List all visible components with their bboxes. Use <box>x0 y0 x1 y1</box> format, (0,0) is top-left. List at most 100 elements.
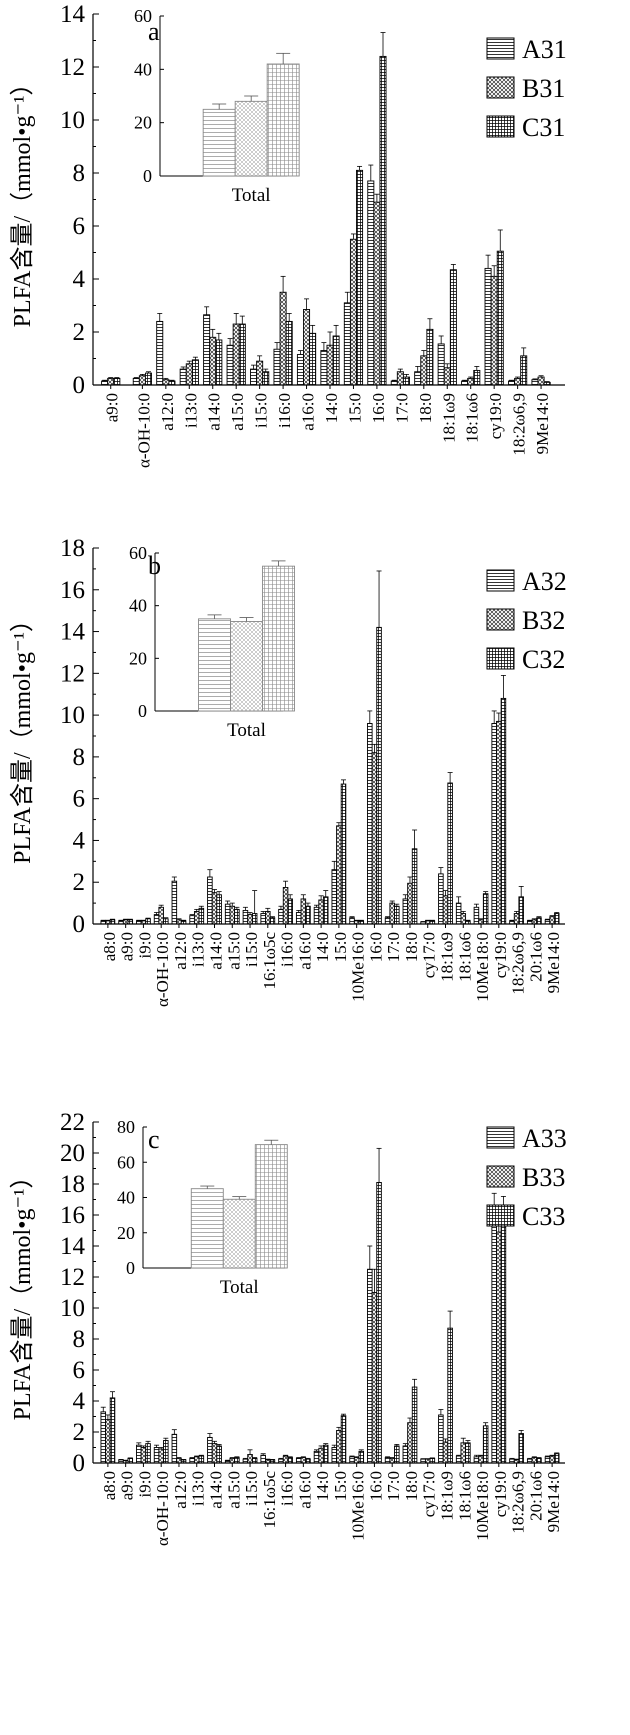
bar <box>449 269 457 386</box>
bar <box>279 291 287 386</box>
x-tick-label: 18:2ω6,9 <box>509 932 528 995</box>
bar <box>447 1327 453 1464</box>
x-tick-label: a12:0 <box>171 932 190 970</box>
bar <box>518 896 524 925</box>
bar <box>273 348 281 386</box>
bar <box>376 626 382 925</box>
x-tick-label: i15:0 <box>242 1471 261 1506</box>
bar <box>531 1457 538 1464</box>
legend-swatch <box>486 115 515 138</box>
bar <box>332 335 340 386</box>
bar <box>163 1440 169 1464</box>
inset-bar <box>254 1144 288 1269</box>
bar <box>402 898 409 925</box>
y-tick-label: 16 <box>60 577 85 604</box>
x-tick-label: 14:0 <box>322 393 341 423</box>
inset-bar <box>230 621 263 712</box>
bar <box>256 360 264 386</box>
inset-y-tick-label: 60 <box>129 543 147 563</box>
legend-label: B32 <box>522 606 565 635</box>
bar <box>285 320 293 386</box>
bar <box>465 1442 471 1464</box>
y-axis-label: PLFA含量/（mmol•g⁻¹） <box>9 72 36 328</box>
x-tick-label: a9:0 <box>103 393 122 422</box>
bar <box>251 1457 258 1464</box>
bar <box>396 371 404 386</box>
bar <box>420 355 428 386</box>
bar <box>179 368 187 386</box>
bar <box>100 1411 107 1464</box>
bar <box>442 1441 449 1464</box>
bar <box>447 782 453 925</box>
bar <box>287 898 293 925</box>
x-tick-label: 18:2ω6,9 <box>509 1471 528 1534</box>
bar <box>536 1457 542 1464</box>
bar <box>189 915 195 925</box>
bar <box>158 1448 164 1464</box>
bar <box>326 344 334 386</box>
bar <box>144 372 152 386</box>
panel-label: c <box>148 1125 160 1154</box>
bar <box>287 1457 293 1464</box>
bar <box>478 1455 484 1464</box>
bar <box>460 1442 467 1464</box>
bar <box>109 1397 116 1464</box>
inset-bar <box>202 108 236 177</box>
y-tick-label: 18 <box>60 535 85 562</box>
legend-swatch <box>486 1165 515 1188</box>
x-tick-label: a15:0 <box>224 932 243 970</box>
bar <box>207 876 213 925</box>
bar <box>376 1181 382 1464</box>
panel-c: 0 2 4 6 8 10 12 14 16 18 20 22 PLFA含量/（mmol•g⁻¹） a8:0… <box>9 1109 567 1546</box>
y-tick-label: 12 <box>60 660 85 687</box>
y-tick-label: 22 <box>60 1109 85 1136</box>
inset-x-label: Total <box>227 720 266 741</box>
inset-bar <box>262 565 295 712</box>
x-tick-label: 14:0 <box>313 932 332 962</box>
y-tick-label: 2 <box>73 1419 86 1446</box>
bar <box>247 1454 253 1464</box>
bar <box>367 180 375 386</box>
bar <box>105 1419 111 1464</box>
x-tick-label: 20:1ω6 <box>526 1471 545 1521</box>
bar <box>300 898 307 925</box>
y-tick-label: 4 <box>73 1388 86 1415</box>
bar <box>163 918 169 925</box>
bar <box>349 238 357 386</box>
x-tick-label: 18:1ω6 <box>463 393 482 443</box>
bar <box>305 905 311 925</box>
bar <box>407 882 413 925</box>
x-tick-label: i9:0 <box>135 1471 154 1497</box>
x-tick-label: i16:0 <box>278 932 297 967</box>
bar <box>336 825 342 925</box>
y-tick-label: 0 <box>73 1450 86 1477</box>
x-tick-label: 10Me16:0 <box>349 932 368 1002</box>
legend-swatch <box>486 37 515 60</box>
bar <box>107 377 115 386</box>
panel-label: a <box>148 17 160 46</box>
inset-bar <box>234 100 268 177</box>
bar <box>455 902 462 925</box>
x-tick-label: 16:1ω5c <box>260 932 279 990</box>
y-tick-label: 10 <box>60 1295 85 1322</box>
bar <box>442 895 449 925</box>
bar <box>320 350 328 386</box>
bar <box>191 359 199 386</box>
bar <box>309 332 317 386</box>
bar <box>242 909 249 925</box>
bar <box>295 912 302 925</box>
bar <box>438 873 444 925</box>
bar <box>394 1445 400 1464</box>
x-tick-label: 18:0 <box>402 1471 421 1501</box>
y-tick-label: 10 <box>60 107 85 134</box>
inset-y-tick-label: 40 <box>117 1188 135 1208</box>
x-tick-label: i16:0 <box>278 1471 297 1506</box>
bar <box>313 1450 320 1464</box>
x-tick-label: 15:0 <box>331 932 350 962</box>
x-tick-label: 18:1ω9 <box>438 932 457 982</box>
legend-swatch <box>486 608 515 631</box>
bar <box>113 377 121 386</box>
y-tick-label: 20 <box>60 1140 85 1167</box>
x-tick-label: 18:1ω9 <box>439 393 458 443</box>
bar <box>340 1415 347 1464</box>
